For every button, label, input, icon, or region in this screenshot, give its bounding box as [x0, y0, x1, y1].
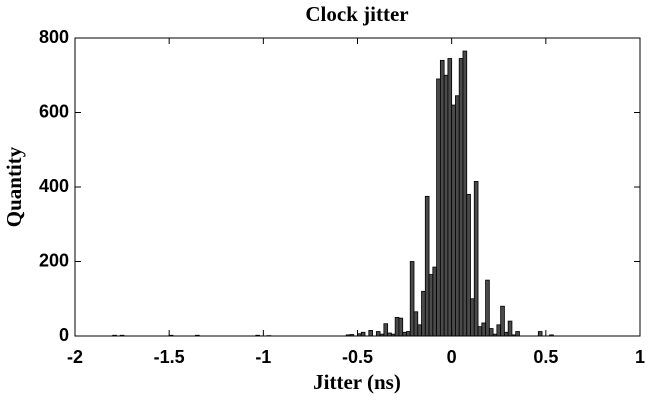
bar [413, 311, 419, 337]
bar [398, 317, 404, 337]
y-tick-label: 0 [59, 325, 69, 345]
bar [537, 331, 543, 337]
chart-title: Clock jitter [305, 2, 408, 26]
bar [394, 316, 400, 337]
bar [462, 50, 468, 337]
x-tick-label: -1 [255, 347, 271, 367]
bar [417, 324, 422, 337]
bar [428, 274, 434, 337]
bar [375, 331, 381, 337]
bar [455, 95, 460, 337]
x-tick-label: -1.5 [154, 347, 185, 367]
bar [466, 194, 471, 337]
y-tick-label: 800 [39, 27, 69, 47]
bar [488, 328, 494, 337]
bar [507, 320, 513, 337]
bar [409, 261, 415, 337]
bar [470, 298, 475, 337]
y-tick-label: 400 [39, 176, 69, 196]
bar [477, 326, 483, 337]
x-tick-label: -2 [67, 347, 83, 367]
x-axis-label: Jitter (ns) [313, 370, 401, 394]
x-tick-label: 0.5 [533, 347, 558, 367]
bar [406, 331, 411, 337]
bar [424, 195, 430, 337]
bar [481, 322, 486, 337]
bar [515, 331, 520, 337]
bar [458, 58, 464, 337]
bar [485, 279, 490, 337]
y-axis-label: Quantity [2, 146, 26, 227]
bar [473, 181, 479, 337]
bar [496, 324, 502, 337]
x-tick-label: -0.5 [342, 347, 373, 367]
bar [421, 290, 426, 337]
bar [368, 330, 373, 337]
bar [443, 74, 449, 337]
y-tick-label: 200 [39, 250, 69, 270]
bar [447, 58, 453, 337]
bar [383, 323, 389, 337]
x-tick-label: 1 [635, 347, 645, 367]
bar [432, 266, 438, 337]
plot-frame [74, 37, 641, 337]
bar [402, 331, 407, 337]
bar [503, 331, 509, 337]
bar [360, 331, 366, 337]
bar [436, 78, 441, 337]
bar [451, 104, 456, 337]
bar [500, 305, 505, 337]
x-tick-label: 0 [447, 347, 457, 367]
y-tick-label: 600 [39, 101, 69, 121]
bar [439, 59, 445, 337]
